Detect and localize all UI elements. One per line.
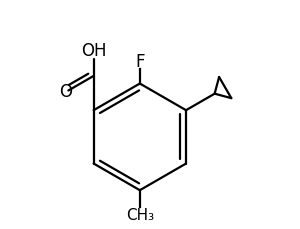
Text: OH: OH	[81, 42, 106, 60]
Text: F: F	[135, 52, 145, 70]
Text: CH₃: CH₃	[126, 207, 154, 222]
Text: O: O	[59, 82, 72, 100]
